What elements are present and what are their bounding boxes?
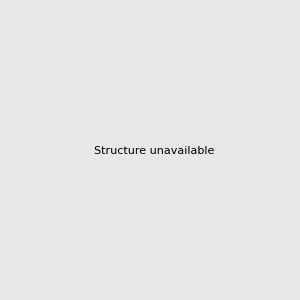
Text: Structure unavailable: Structure unavailable [94, 146, 214, 157]
